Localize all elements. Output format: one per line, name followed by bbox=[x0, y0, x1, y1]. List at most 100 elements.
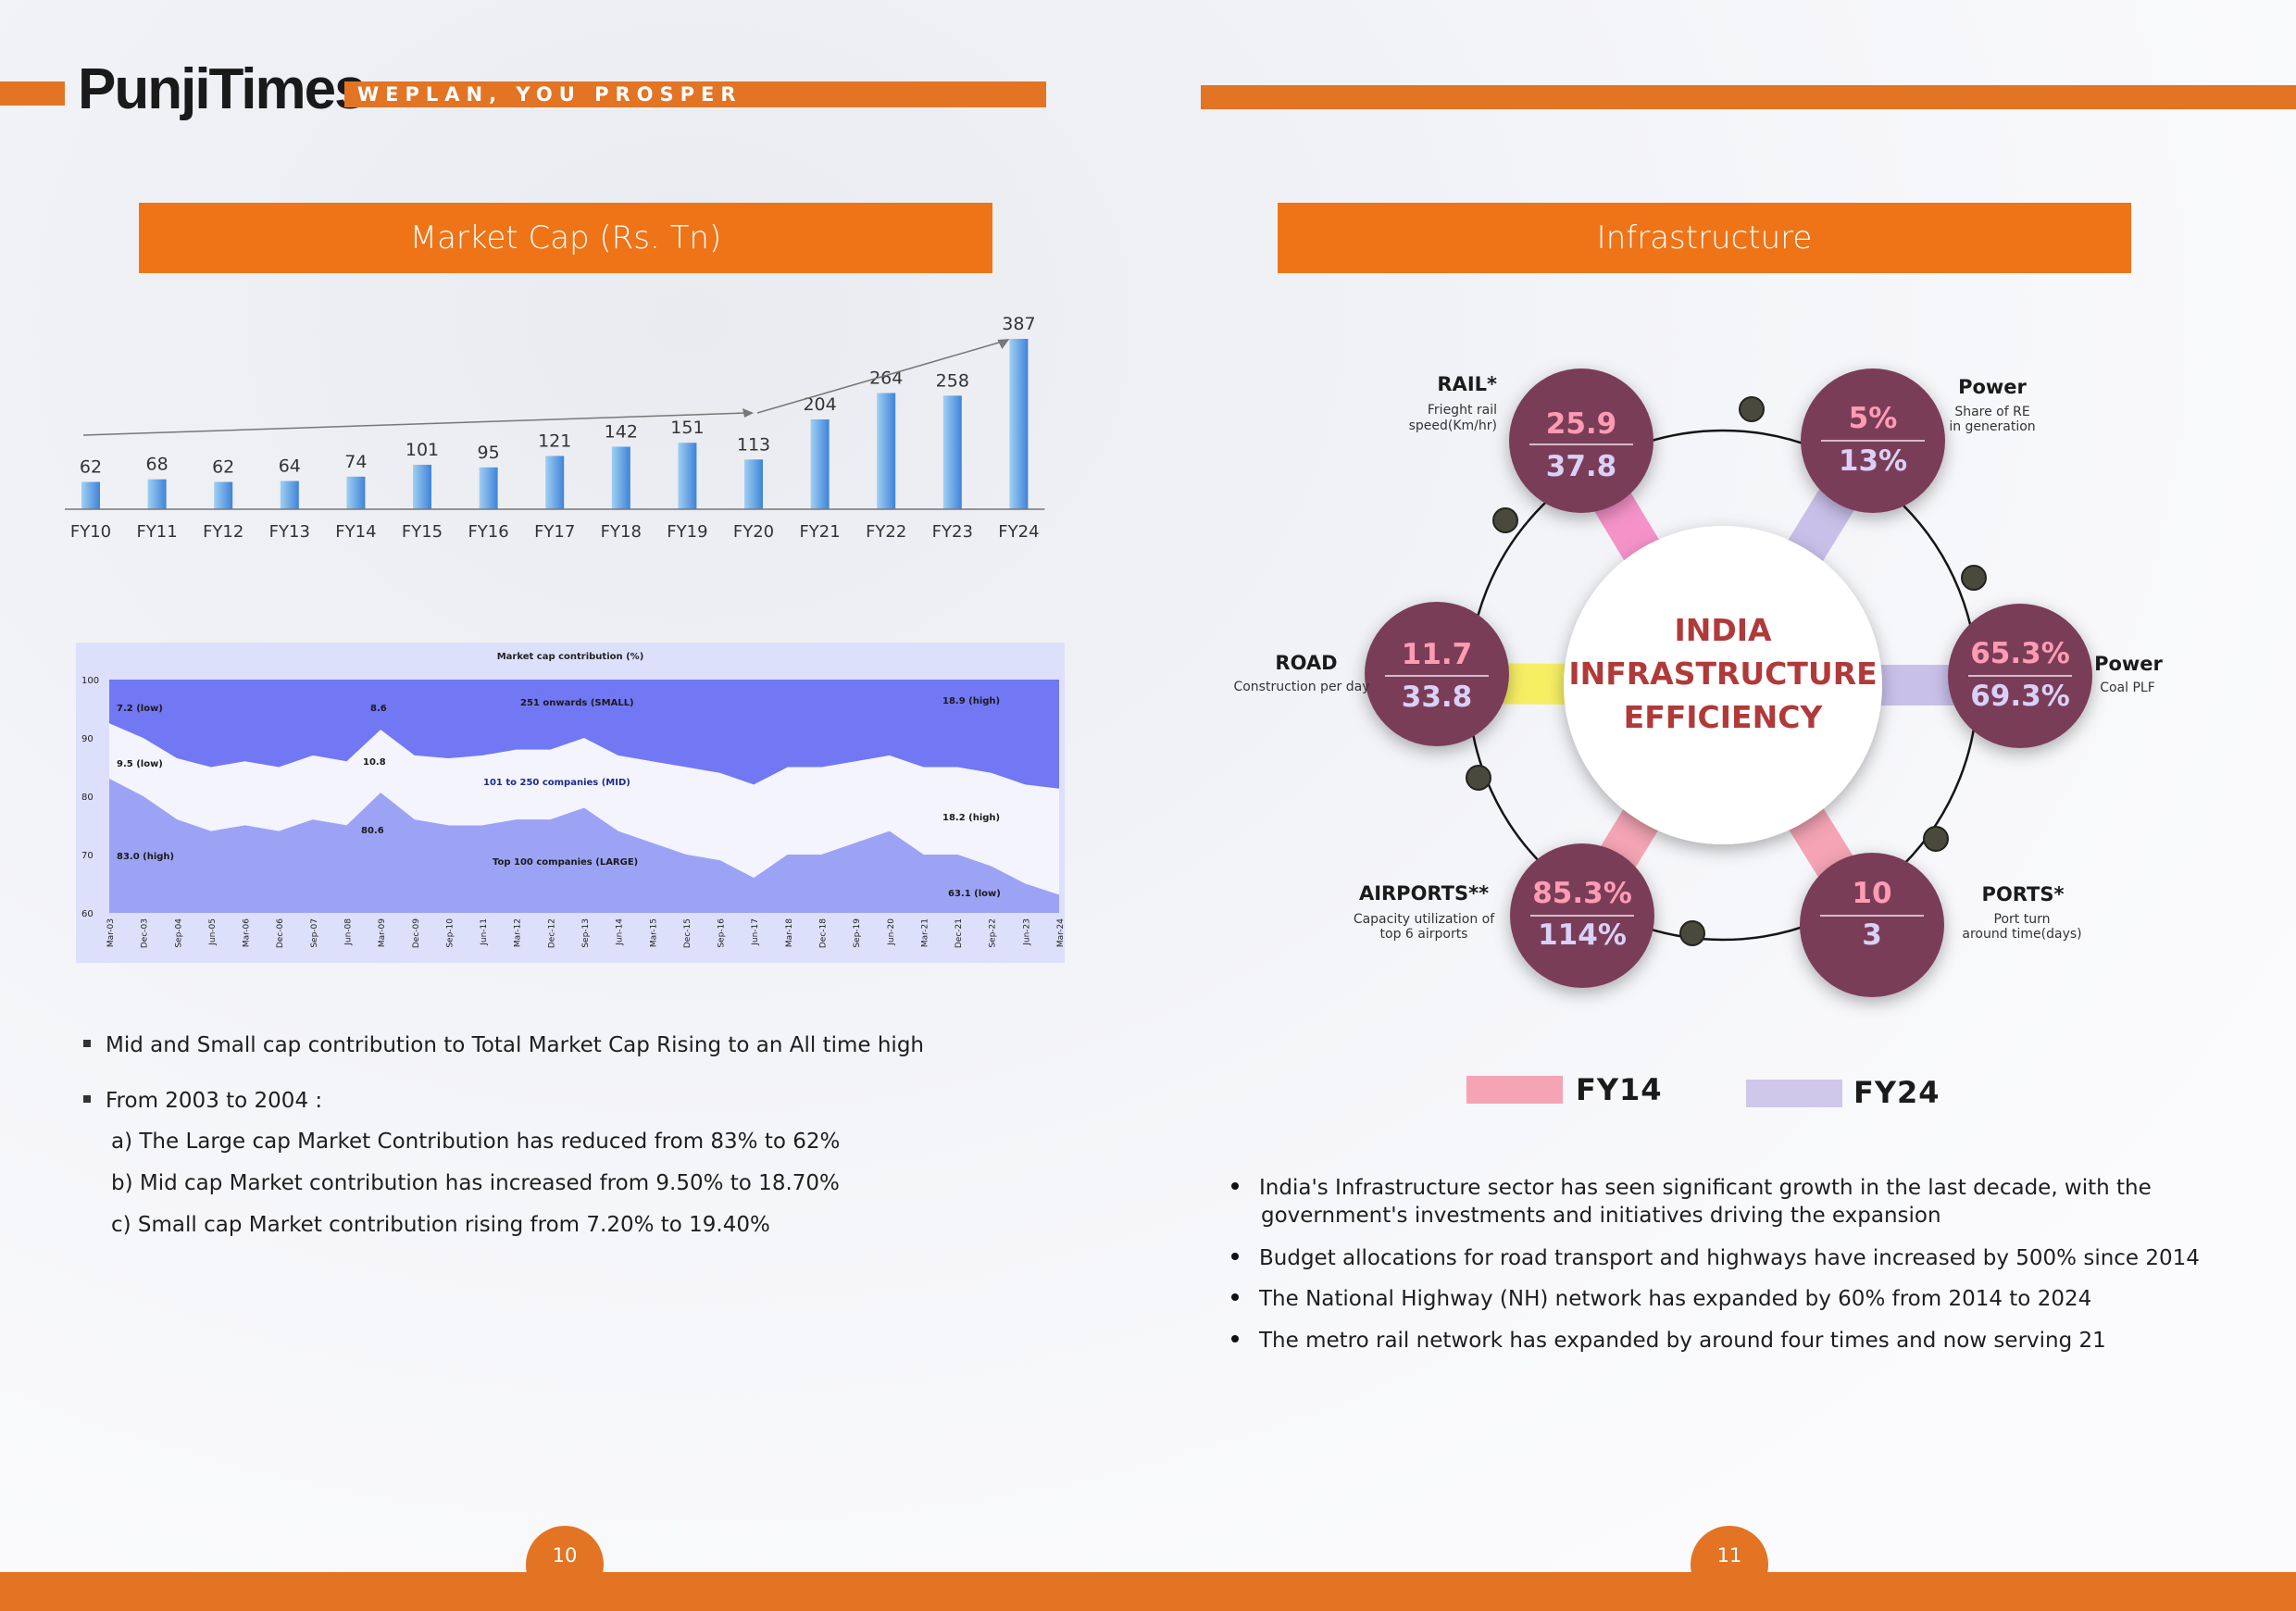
annotation-label: 251 onwards (SMALL) bbox=[520, 698, 634, 708]
x-tick-label: FY24 bbox=[998, 522, 1039, 542]
airports-title: AIRPORTS** bbox=[1359, 882, 1489, 905]
x-tick-label: FY10 bbox=[70, 522, 111, 542]
road-title: ROAD bbox=[1275, 652, 1337, 674]
x-tick-label: Sep-19 bbox=[853, 918, 862, 948]
center-line-2: INFRASTRUCTURE bbox=[1568, 656, 1877, 692]
annotation-label: 8.6 bbox=[370, 704, 387, 714]
right-bullet-1-cont: government's investments and initiatives… bbox=[1261, 1204, 1941, 1228]
large-cap-area bbox=[109, 779, 1059, 913]
x-tick-label: FY13 bbox=[269, 522, 310, 542]
ring-dot-icon bbox=[1739, 396, 1765, 422]
x-tick-label: FY16 bbox=[468, 522, 508, 542]
y-tick-label: 70 bbox=[81, 851, 94, 861]
ports-fy14-value: 10 bbox=[1852, 877, 1891, 910]
x-tick-label: Jun-08 bbox=[344, 918, 354, 946]
annotation-label: 80.6 bbox=[361, 826, 384, 836]
left-bullet-1: Mid and Small cap contribution to Total … bbox=[83, 1033, 924, 1057]
header-right-rule bbox=[1201, 85, 2296, 109]
x-tick-label: FY14 bbox=[335, 522, 376, 542]
ring-dot-icon bbox=[1492, 507, 1518, 533]
power-plf-desc-1: Coal PLF bbox=[2100, 681, 2155, 695]
airports-fy24-value: 114% bbox=[1538, 918, 1627, 952]
x-tick-label: Dec-03 bbox=[141, 918, 150, 948]
center-line-1: INDIA bbox=[1674, 612, 1772, 648]
annotation-label: 83.0 (high) bbox=[117, 852, 174, 862]
x-tick-label: Mar-12 bbox=[514, 918, 523, 947]
bar bbox=[545, 456, 565, 509]
x-tick-label: Mar-21 bbox=[920, 918, 930, 947]
y-tick-label: 90 bbox=[81, 734, 94, 744]
road-node: 11.7 33.8 bbox=[1365, 602, 1509, 746]
rail-desc-2: speed(Km/hr) bbox=[1409, 418, 1497, 433]
bar bbox=[214, 481, 233, 509]
annotation-label: 18.2 (high) bbox=[942, 813, 1000, 823]
bar bbox=[877, 393, 896, 509]
left-bullet-2: From 2003 to 2004 : bbox=[83, 1089, 322, 1113]
bullet-dot-icon bbox=[1231, 1293, 1239, 1301]
bar bbox=[81, 481, 100, 509]
x-tick-label: Mar-03 bbox=[106, 918, 116, 947]
ring-dot-icon bbox=[1466, 765, 1491, 791]
x-tick-label: FY18 bbox=[601, 522, 642, 542]
rail-fy14-value: 25.9 bbox=[1546, 407, 1617, 441]
rail-fy24-value: 37.8 bbox=[1546, 450, 1617, 483]
ports-desc-1: Port turn bbox=[1994, 912, 2051, 927]
bar-value-label: 151 bbox=[670, 418, 704, 438]
road-fy24-value: 33.8 bbox=[1402, 681, 1473, 714]
bar-value-label: 64 bbox=[279, 456, 301, 477]
x-tick-label: FY11 bbox=[136, 522, 177, 542]
bullet-dot-icon bbox=[1231, 1334, 1239, 1342]
logo: PunjiTimes bbox=[78, 57, 367, 121]
y-tick-label: 60 bbox=[81, 909, 94, 919]
market-cap-title: Market Cap (Rs. Tn) bbox=[409, 219, 722, 256]
bar-value-label: 387 bbox=[1002, 315, 1035, 334]
legend-fy14-label: FY14 bbox=[1576, 1072, 1663, 1107]
bar-value-label: 204 bbox=[803, 394, 836, 415]
x-tick-label: Mar-09 bbox=[378, 918, 387, 947]
right-bullet-1: India's Infrastructure sector has seen s… bbox=[1231, 1176, 2152, 1200]
ports-desc-2: around time(days) bbox=[1962, 927, 2081, 942]
power-plf-fy24-value: 69.3% bbox=[1970, 680, 2070, 713]
bar-value-label: 113 bbox=[737, 434, 770, 455]
bar bbox=[280, 481, 299, 509]
legend-fy14-swatch bbox=[1466, 1076, 1563, 1104]
x-tick-label: Sep-10 bbox=[445, 918, 455, 948]
y-tick-label: 100 bbox=[81, 676, 99, 686]
airports-fy14-value: 85.3% bbox=[1532, 877, 1632, 910]
power-re-node: 5% 13% bbox=[1801, 368, 1945, 513]
bar bbox=[678, 443, 697, 509]
bar bbox=[611, 446, 630, 509]
x-tick-label: Mar-24 bbox=[1056, 918, 1065, 947]
power-re-fy14-value: 5% bbox=[1849, 402, 1898, 435]
ports-title: PORTS* bbox=[1982, 883, 2065, 905]
contribution-chart: Market cap contribution (%) 100 90 80 70 60 Ma… bbox=[76, 643, 1065, 963]
x-tick-label: FY22 bbox=[866, 522, 906, 542]
bullet-dot-icon bbox=[1231, 1181, 1239, 1190]
bar bbox=[1009, 339, 1029, 509]
x-tick-label: Mar-15 bbox=[649, 918, 658, 947]
x-tick-label: FY15 bbox=[402, 522, 443, 542]
right-bullet-3: The National Highway (NH) network has ex… bbox=[1231, 1287, 2091, 1311]
annotation-label: 63.1 (low) bbox=[948, 889, 1001, 899]
x-tick-label: FY12 bbox=[203, 522, 243, 542]
road-fy14-value: 11.7 bbox=[1402, 638, 1473, 671]
chart-title: Market cap contribution (%) bbox=[497, 652, 644, 662]
x-tick-label: FY19 bbox=[667, 522, 707, 542]
x-tick-label: Dec-12 bbox=[547, 918, 556, 948]
bar bbox=[413, 464, 431, 509]
x-tick-label: Jun-17 bbox=[751, 918, 760, 946]
annotation-label: Top 100 companies (LARGE) bbox=[493, 857, 638, 868]
bar-value-label: 121 bbox=[538, 431, 571, 451]
x-tick-label: Sep-22 bbox=[989, 918, 998, 948]
right-bullet-2: Budget allocations for road transport an… bbox=[1231, 1246, 2200, 1270]
footer-bar bbox=[0, 1572, 2296, 1611]
bar-value-label: 62 bbox=[80, 457, 102, 478]
airports-node: 85.3% 114% bbox=[1510, 843, 1654, 988]
legend-fy24-label: FY24 bbox=[1853, 1075, 1940, 1110]
bar-value-label: 68 bbox=[146, 455, 168, 475]
x-tick-label: FY20 bbox=[733, 522, 774, 542]
annotation-label: 10.8 bbox=[363, 757, 386, 768]
trend-line bbox=[82, 412, 747, 436]
arrow-head-icon bbox=[997, 339, 1010, 349]
y-tick-label: 80 bbox=[81, 793, 94, 803]
